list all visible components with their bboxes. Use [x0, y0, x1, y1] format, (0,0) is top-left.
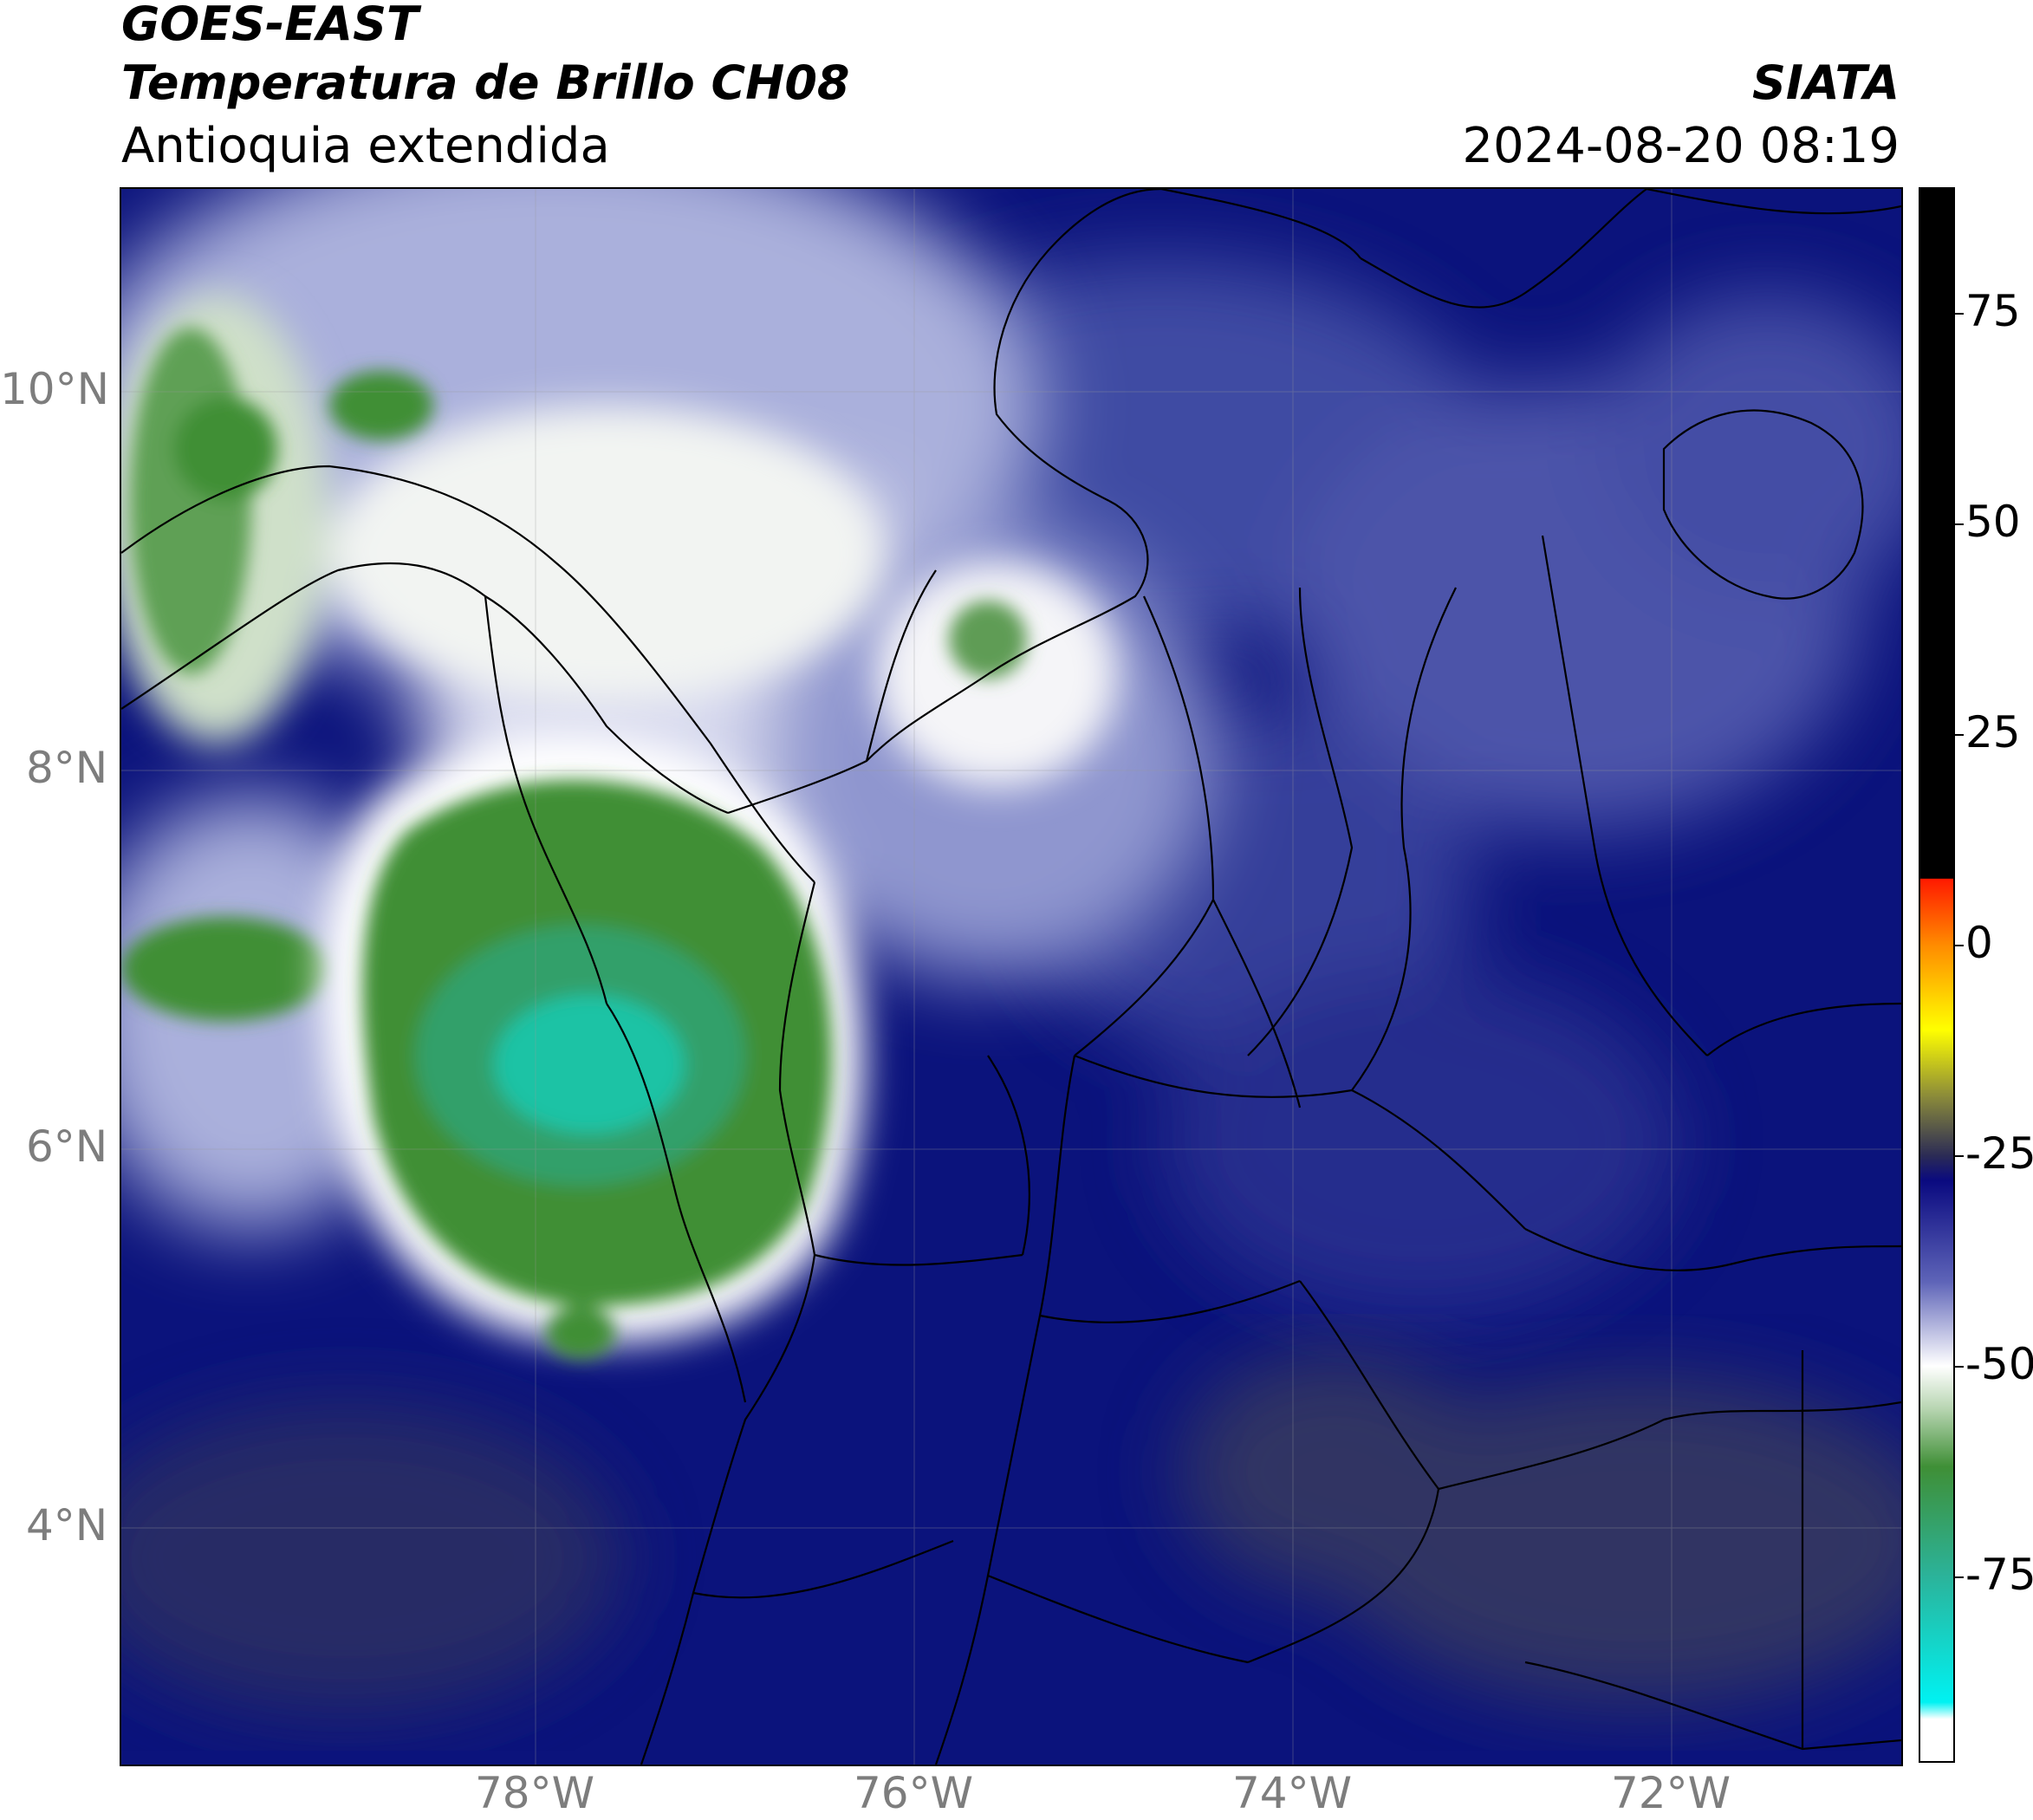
satellite-map [120, 187, 1903, 1766]
colorbar-tick-mark [1955, 1576, 1964, 1579]
lon-tick-78w: 78°W [475, 1768, 595, 1818]
agency-label: SIATA [1751, 55, 1900, 110]
product-title: Temperatura de Brillo CH08 [121, 55, 850, 110]
colorbar-tick-label: -75 [1965, 1550, 2033, 1601]
colorbar-tick-mark [1955, 1366, 1964, 1368]
timestamp-label: 2024-08-20 08:19 [1462, 118, 1900, 174]
temperature-colorbar [1919, 187, 1955, 1763]
lat-tick-4n: 4°N [26, 1500, 108, 1550]
colorbar-tick-label: 0 [1965, 917, 1993, 968]
satellite-title: GOES-EAST [121, 0, 419, 51]
colorbar-tick-label: 50 [1965, 496, 2021, 547]
lon-tick-74w: 74°W [1232, 1768, 1353, 1818]
brightness-temperature-field [121, 189, 1901, 1765]
boundaries [121, 189, 1901, 1765]
lat-tick-6n: 6°N [26, 1121, 108, 1172]
colorbar-tick-mark [1955, 733, 1964, 736]
region-subtitle: Antioquia extendida [121, 118, 610, 174]
colorbar-tick-label: 25 [1965, 706, 2021, 757]
colorbar-tick-mark [1955, 523, 1964, 525]
colorbar-tick-mark [1955, 1155, 1964, 1158]
colorbar-tick-label: -50 [1965, 1339, 2033, 1390]
lat-tick-10n: 10°N [0, 364, 110, 414]
colorbar-tick-label: 75 [1965, 285, 2021, 336]
graticule [121, 189, 1901, 1765]
lat-tick-8n: 8°N [26, 743, 108, 793]
colorbar-tick-label: -25 [1965, 1128, 2033, 1180]
colorbar-tick-mark [1955, 944, 1964, 946]
lon-tick-76w: 76°W [854, 1768, 974, 1818]
colorbar-tick-mark [1955, 312, 1964, 315]
lon-tick-72w: 72°W [1611, 1768, 1731, 1818]
